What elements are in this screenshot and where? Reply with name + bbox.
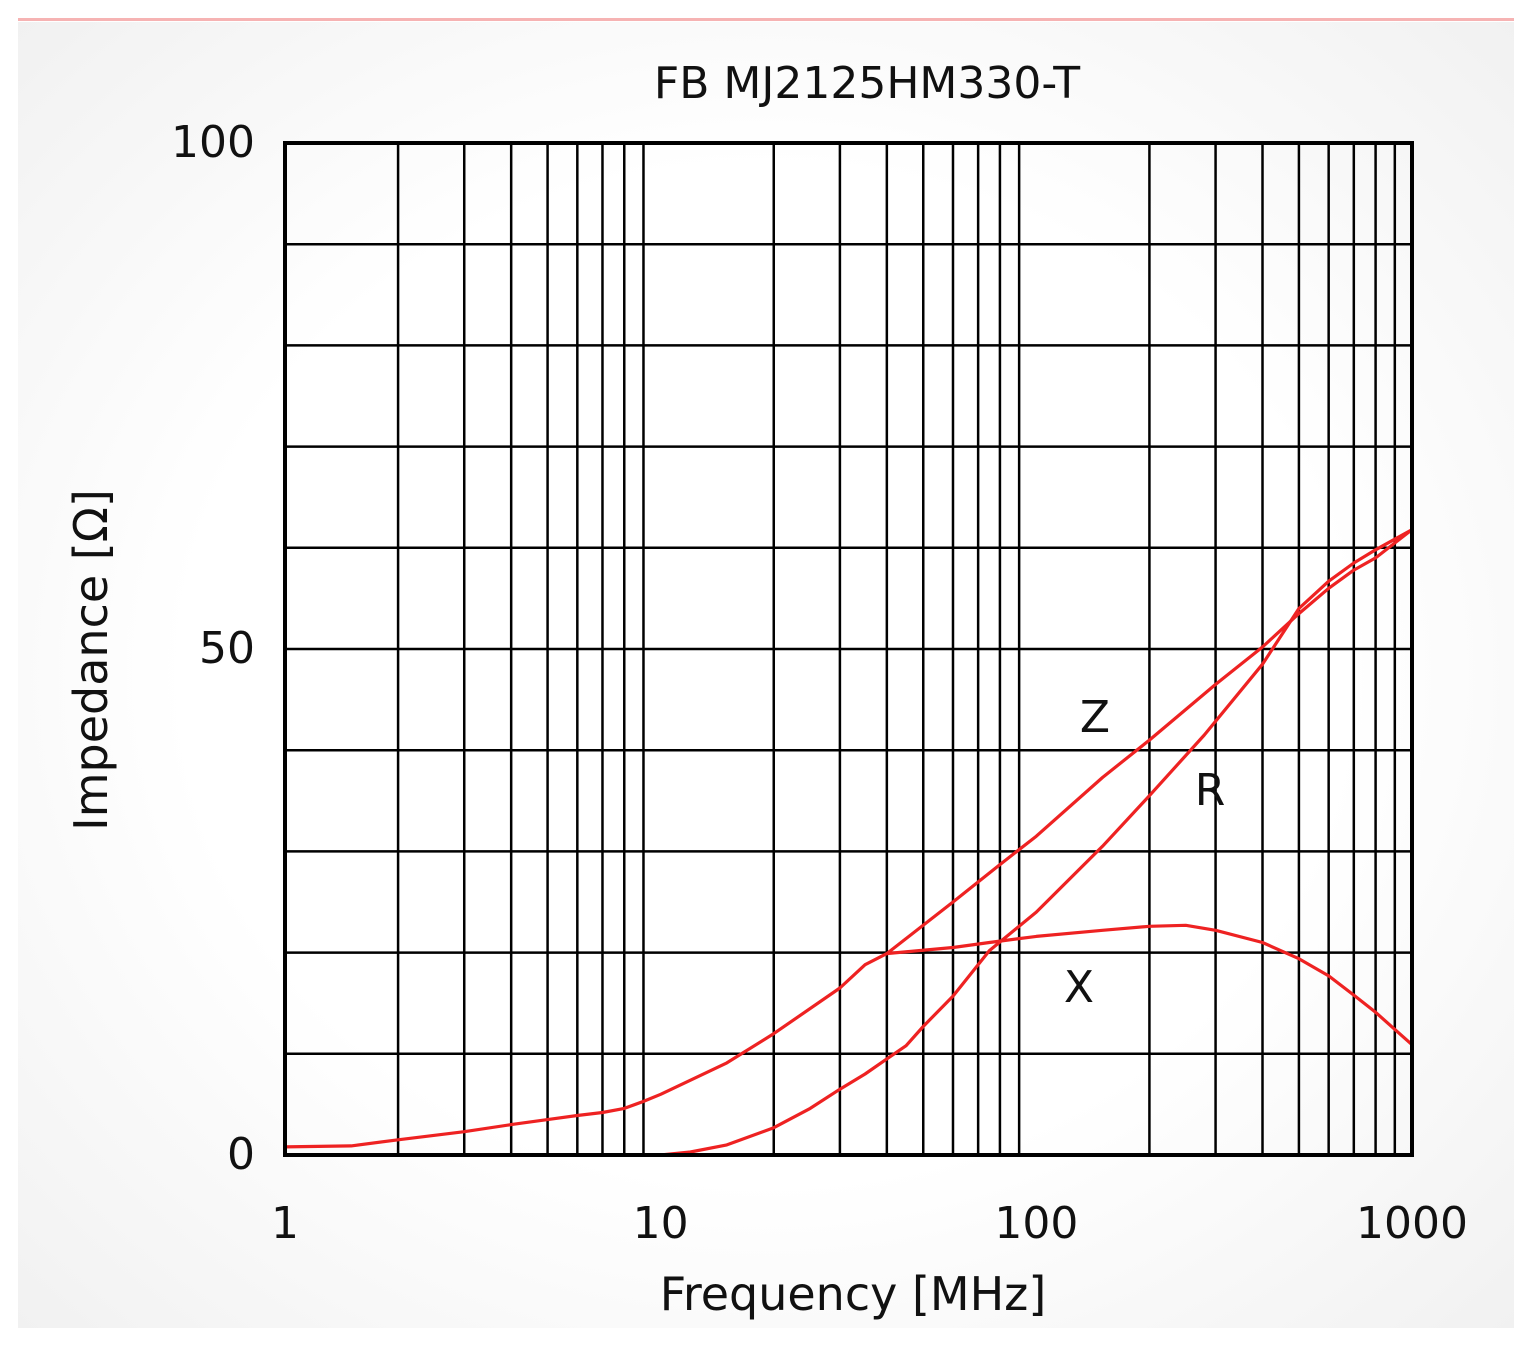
curve-label-x: X — [1064, 962, 1094, 1013]
series-line-r — [283, 528, 1414, 1157]
curves — [283, 528, 1414, 1157]
top-accent-line — [18, 18, 1514, 21]
y-tick-label: 0 — [227, 1129, 255, 1180]
plot-frame — [283, 141, 1414, 1157]
y-tick-labels: 0 50 100 — [171, 117, 255, 1180]
series-line-z — [283, 528, 1414, 1149]
x-tick-label: 10 — [633, 1198, 689, 1249]
x-tick-label: 1000 — [1356, 1198, 1468, 1249]
y-tick-label: 100 — [171, 117, 255, 168]
x-axis-label: Frequency [MHz] — [660, 1267, 1047, 1321]
curve-label-z: Z — [1080, 692, 1110, 743]
x-tick-label: 1 — [271, 1198, 299, 1249]
chart-background — [18, 22, 1514, 1328]
curve-label-r: R — [1195, 765, 1226, 816]
y-axis-label: Impedance [Ω] — [64, 489, 118, 831]
grid — [285, 143, 1412, 1155]
y-tick-label: 50 — [199, 623, 255, 674]
series-line-x — [885, 923, 1414, 1047]
x-tick-label: 100 — [994, 1198, 1078, 1249]
x-tick-labels: 1 10 100 1000 — [271, 1198, 1468, 1249]
chart-title: FB MJ2125HM330-T — [654, 58, 1080, 109]
